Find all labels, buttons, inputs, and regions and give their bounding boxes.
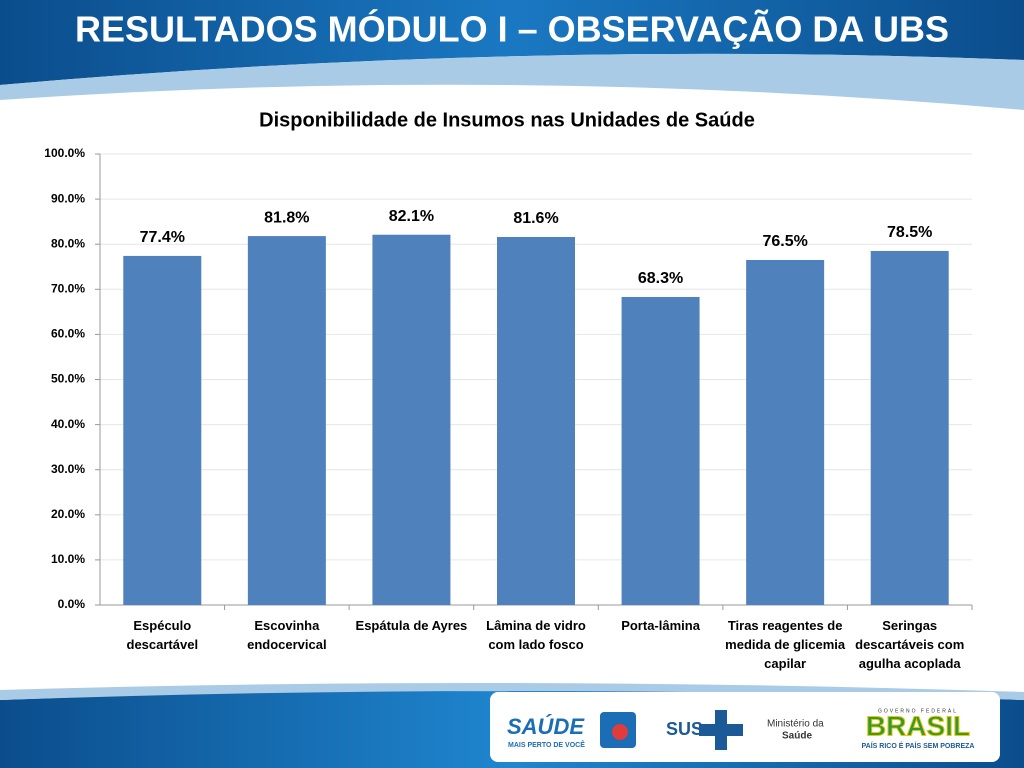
y-tick-label: 70.0%	[51, 281, 85, 295]
bar	[372, 234, 451, 605]
bar	[247, 236, 326, 605]
y-tick-label: 20.0%	[51, 507, 85, 521]
x-tick-label: Seringas descartáveis com agulha acoplad…	[855, 618, 965, 671]
y-tick-label: 40.0%	[51, 417, 85, 431]
y-tick-label: 90.0%	[51, 191, 85, 205]
value-label: 82.1%	[389, 208, 434, 225]
value-label: 81.6%	[513, 210, 558, 227]
value-label: 77.4%	[140, 229, 185, 246]
logo-saude-tagline: MAIS PERTO DE VOCÊ	[508, 740, 585, 749]
value-label: 81.8%	[264, 209, 309, 226]
x-tick-label: Espéculo descartável	[126, 618, 199, 652]
bar	[621, 296, 700, 605]
logo-sus-cross	[699, 710, 743, 750]
logo-saude: SAÚDE	[507, 714, 585, 739]
bar	[497, 236, 575, 605]
x-tick-label: Lâmina de vidro com lado fosco	[486, 618, 586, 652]
y-tick-label: 30.0%	[51, 462, 85, 476]
value-label: 78.5%	[887, 224, 932, 241]
y-tick-label: 100.0%	[44, 146, 85, 160]
y-tick-label: 0.0%	[58, 597, 86, 611]
footer-swoosh	[0, 682, 1024, 700]
bar	[746, 259, 825, 605]
x-tick-label: Tiras reagentes de medida de glicemia ca…	[725, 618, 846, 671]
x-tick-label: Escovinha endocervical	[247, 618, 327, 652]
value-label: 68.3%	[638, 270, 683, 287]
y-tick-label: 60.0%	[51, 327, 85, 341]
logo-brasil-tagline: PAÍS RICO É PAÍS SEM POBREZA	[862, 741, 975, 750]
logo-governo: GOVERNO FEDERAL	[878, 708, 958, 714]
value-label: 76.5%	[762, 233, 807, 250]
header-band	[0, 0, 1024, 85]
logo-ministerio: Saúde	[782, 731, 812, 742]
chart-title: Disponibilidade de Insumos nas Unidades …	[259, 109, 755, 131]
logo-brasil: BRASIL	[866, 710, 970, 741]
logo-icon-dot	[612, 724, 628, 740]
x-tick-label: Porta-lâmina	[621, 618, 700, 633]
logo-sus: SUS	[666, 719, 703, 739]
y-tick-label: 80.0%	[51, 236, 85, 250]
bar	[870, 250, 949, 605]
x-tick-label: Espátula de Ayres	[355, 618, 468, 633]
bar	[123, 255, 202, 605]
y-tick-label: 10.0%	[51, 552, 85, 566]
y-tick-label: 50.0%	[51, 372, 85, 386]
header-swoosh	[0, 53, 1024, 110]
logo-ministerio: Ministério da	[767, 719, 824, 730]
page-title: RESULTADOS MÓDULO I – OBSERVAÇÃO DA UBS	[75, 8, 949, 50]
